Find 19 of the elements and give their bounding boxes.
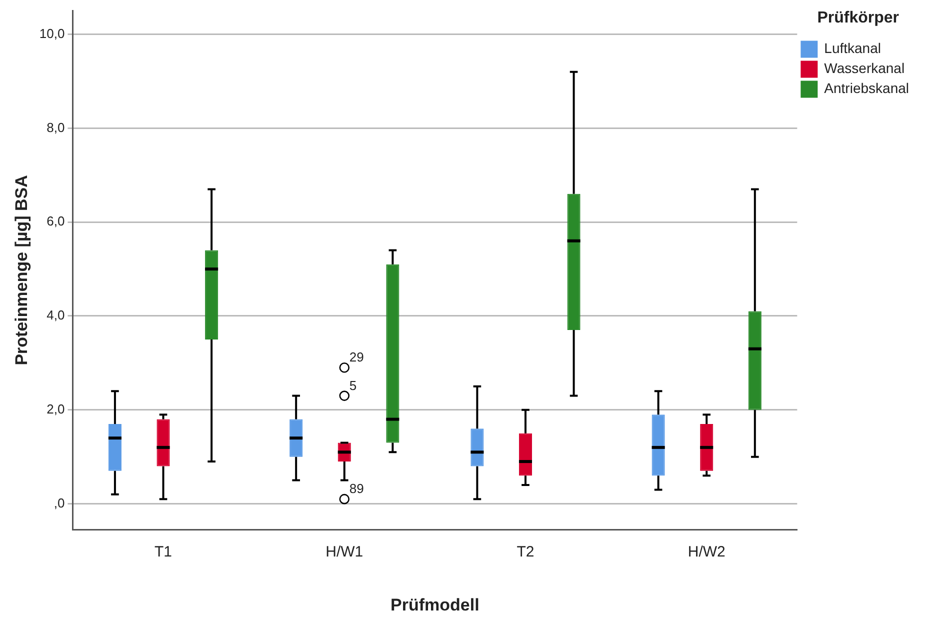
y-tick-label: 10,0 — [39, 26, 65, 41]
annotation: 89 — [349, 481, 364, 496]
legend-title: Prüfkörper — [817, 9, 899, 26]
x-tick-label: T2 — [516, 544, 534, 561]
legend-label: Luftkanal — [824, 40, 881, 56]
y-tick-label: ,0 — [54, 495, 65, 510]
y-tick-label: 6,0 — [46, 214, 65, 229]
legend-label: Antriebskanal — [824, 80, 909, 96]
y-tick-label: 8,0 — [46, 120, 65, 135]
y-axis-title: Proteinmenge [µg] BSA — [12, 175, 31, 366]
legend-label: Wasserkanal — [824, 60, 905, 76]
x-tick-label: H/W1 — [326, 544, 364, 561]
x-tick-label: T1 — [154, 544, 172, 561]
x-tick-label: H/W2 — [688, 544, 726, 561]
annotation: 29 — [349, 350, 364, 365]
y-tick-label: 2,0 — [46, 401, 65, 416]
x-axis-title: Prüfmodell — [390, 595, 480, 614]
annotation: 5 — [349, 378, 357, 393]
y-tick-label: 4,0 — [46, 308, 65, 323]
